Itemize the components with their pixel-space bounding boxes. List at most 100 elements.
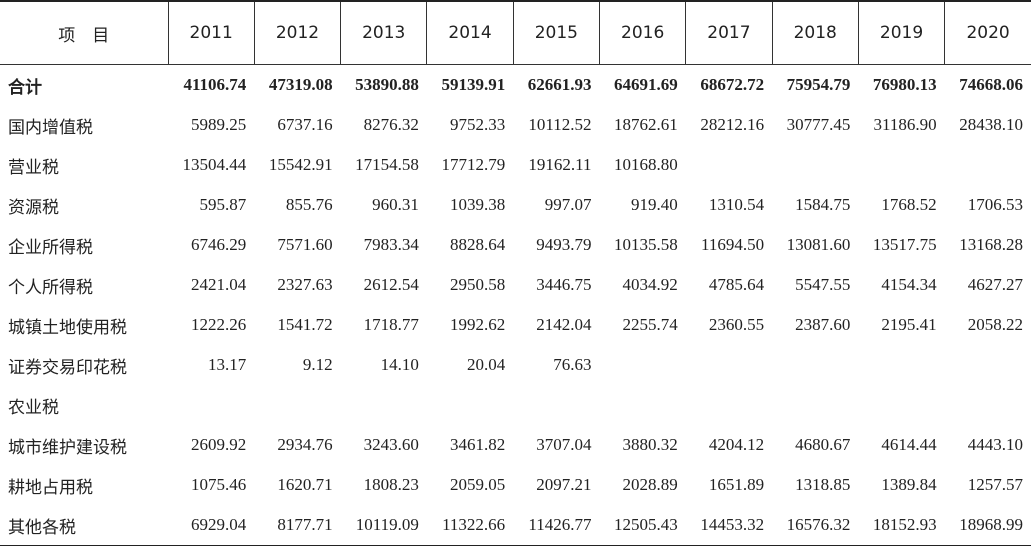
cell: 28212.16 bbox=[700, 115, 765, 134]
table-row: 耕地占用税 1075.46 1620.71 1808.23 2059.05 2097.21… bbox=[0, 465, 1031, 505]
cell: 17154.58 bbox=[355, 155, 419, 174]
cell: 14.10 bbox=[380, 355, 419, 374]
cell: 3707.04 bbox=[536, 435, 592, 454]
cell: 919.40 bbox=[631, 195, 678, 214]
cell bbox=[686, 385, 772, 425]
cell: 1584.75 bbox=[795, 195, 851, 214]
cell: 18762.61 bbox=[614, 115, 678, 134]
cell: 4785.64 bbox=[708, 275, 765, 294]
row-label: 营业税 bbox=[8, 157, 59, 178]
cell bbox=[427, 385, 513, 425]
cell: 595.87 bbox=[199, 195, 247, 214]
cell: 10119.09 bbox=[340, 505, 427, 546]
cell: 18968.99 bbox=[944, 505, 1031, 546]
cell: 3880.32 bbox=[622, 435, 678, 454]
cell: 13081.60 bbox=[786, 235, 851, 254]
cell: 41106.74 bbox=[183, 75, 247, 94]
table-row: 证券交易印花税 13.17 9.12 14.10 20.04 76.63 bbox=[0, 345, 1031, 385]
cell: 8276.32 bbox=[363, 115, 419, 134]
cell: 1389.84 bbox=[881, 475, 937, 494]
header-cell: 2020 bbox=[944, 0, 1031, 65]
header-cell: 2016 bbox=[598, 0, 686, 65]
table-row: 营业税 13504.44 15542.91 17154.58 17712.79 19162… bbox=[0, 145, 1031, 185]
cell: 2142.04 bbox=[536, 315, 592, 334]
cell: 68672.72 bbox=[700, 75, 765, 94]
cell: 2612.54 bbox=[363, 275, 419, 294]
table-row: 合计 41106.74 47319.08 53890.88 59139.91 62661.… bbox=[0, 65, 1031, 106]
cell: 997.07 bbox=[544, 195, 592, 214]
cell: 4204.12 bbox=[708, 435, 765, 454]
cell: 64691.69 bbox=[614, 75, 678, 94]
cell: 2059.05 bbox=[449, 475, 506, 494]
cell: 74668.06 bbox=[959, 75, 1023, 94]
row-label: 企业所得税 bbox=[8, 237, 93, 258]
table-row: 农业税 bbox=[0, 385, 1031, 425]
cell: 16576.32 bbox=[772, 505, 859, 546]
cell bbox=[858, 385, 944, 425]
cell bbox=[945, 345, 1031, 385]
cell: 8177.71 bbox=[254, 505, 341, 546]
cell: 4627.27 bbox=[967, 275, 1023, 294]
cell: 75954.79 bbox=[786, 75, 851, 94]
cell: 14453.32 bbox=[685, 505, 773, 546]
cell bbox=[686, 145, 772, 185]
cell bbox=[772, 345, 858, 385]
table-row: 企业所得税 6746.29 7571.60 7983.34 8828.64 9493.79… bbox=[0, 225, 1031, 265]
cell bbox=[599, 345, 685, 385]
cell: 76980.13 bbox=[872, 75, 937, 94]
cell: 1310.54 bbox=[708, 195, 765, 214]
cell: 3446.75 bbox=[536, 275, 592, 294]
cell: 20.04 bbox=[466, 355, 506, 374]
cell: 1651.89 bbox=[708, 475, 765, 494]
cell: 28438.10 bbox=[959, 115, 1023, 134]
cell: 18152.93 bbox=[858, 505, 945, 546]
cell: 1257.57 bbox=[967, 475, 1023, 494]
cell: 17712.79 bbox=[441, 155, 506, 174]
cell bbox=[513, 385, 599, 425]
cell: 1718.77 bbox=[363, 315, 419, 334]
table-header: 项 目 2011 2012 2013 2014 2015 2016 2017 2018 2019 2… bbox=[0, 0, 1031, 65]
cell: 3243.60 bbox=[363, 435, 419, 454]
cell: 6746.29 bbox=[191, 235, 247, 254]
row-label: 合计 bbox=[8, 77, 42, 98]
cell: 9752.33 bbox=[449, 115, 506, 134]
header-cell: 2015 bbox=[512, 0, 600, 65]
cell: 13504.44 bbox=[182, 155, 247, 174]
cell bbox=[772, 145, 858, 185]
row-label: 资源税 bbox=[8, 197, 59, 218]
cell: 2097.21 bbox=[536, 475, 592, 494]
cell bbox=[599, 385, 685, 425]
table-row: 个人所得税 2421.04 2327.63 2612.54 2950.58 3446.75… bbox=[0, 265, 1031, 305]
cell bbox=[858, 145, 944, 185]
cell: 2058.22 bbox=[967, 315, 1023, 334]
cell: 30777.45 bbox=[786, 115, 851, 134]
cell: 1768.52 bbox=[881, 195, 937, 214]
header-row: 项 目 2011 2012 2013 2014 2015 2016 2017 2018 2019 2… bbox=[0, 0, 1031, 65]
cell: 2609.92 bbox=[191, 435, 247, 454]
row-label: 证券交易印花税 bbox=[8, 357, 127, 378]
cell bbox=[341, 385, 427, 425]
cell: 1620.71 bbox=[277, 475, 333, 494]
row-label: 农业税 bbox=[8, 397, 59, 418]
cell: 11322.66 bbox=[426, 505, 514, 546]
cell: 2360.55 bbox=[708, 315, 765, 334]
cell: 7983.34 bbox=[363, 235, 419, 254]
cell: 31186.90 bbox=[873, 115, 937, 134]
cell: 13517.75 bbox=[872, 235, 937, 254]
cell: 10135.58 bbox=[614, 235, 678, 254]
cell: 19162.11 bbox=[528, 155, 592, 174]
cell: 1318.85 bbox=[795, 475, 851, 494]
cell: 7571.60 bbox=[277, 235, 333, 254]
cell: 1222.26 bbox=[191, 315, 247, 334]
cell: 2255.74 bbox=[622, 315, 678, 334]
cell: 76.63 bbox=[553, 355, 592, 374]
cell: 1706.53 bbox=[967, 195, 1023, 214]
cell bbox=[254, 385, 340, 425]
cell: 1808.23 bbox=[363, 475, 419, 494]
cell: 2387.60 bbox=[795, 315, 851, 334]
cell: 9493.79 bbox=[536, 235, 592, 254]
cell: 6737.16 bbox=[277, 115, 333, 134]
cell: 2934.76 bbox=[277, 435, 333, 454]
cell bbox=[686, 345, 772, 385]
cell: 47319.08 bbox=[268, 75, 333, 94]
